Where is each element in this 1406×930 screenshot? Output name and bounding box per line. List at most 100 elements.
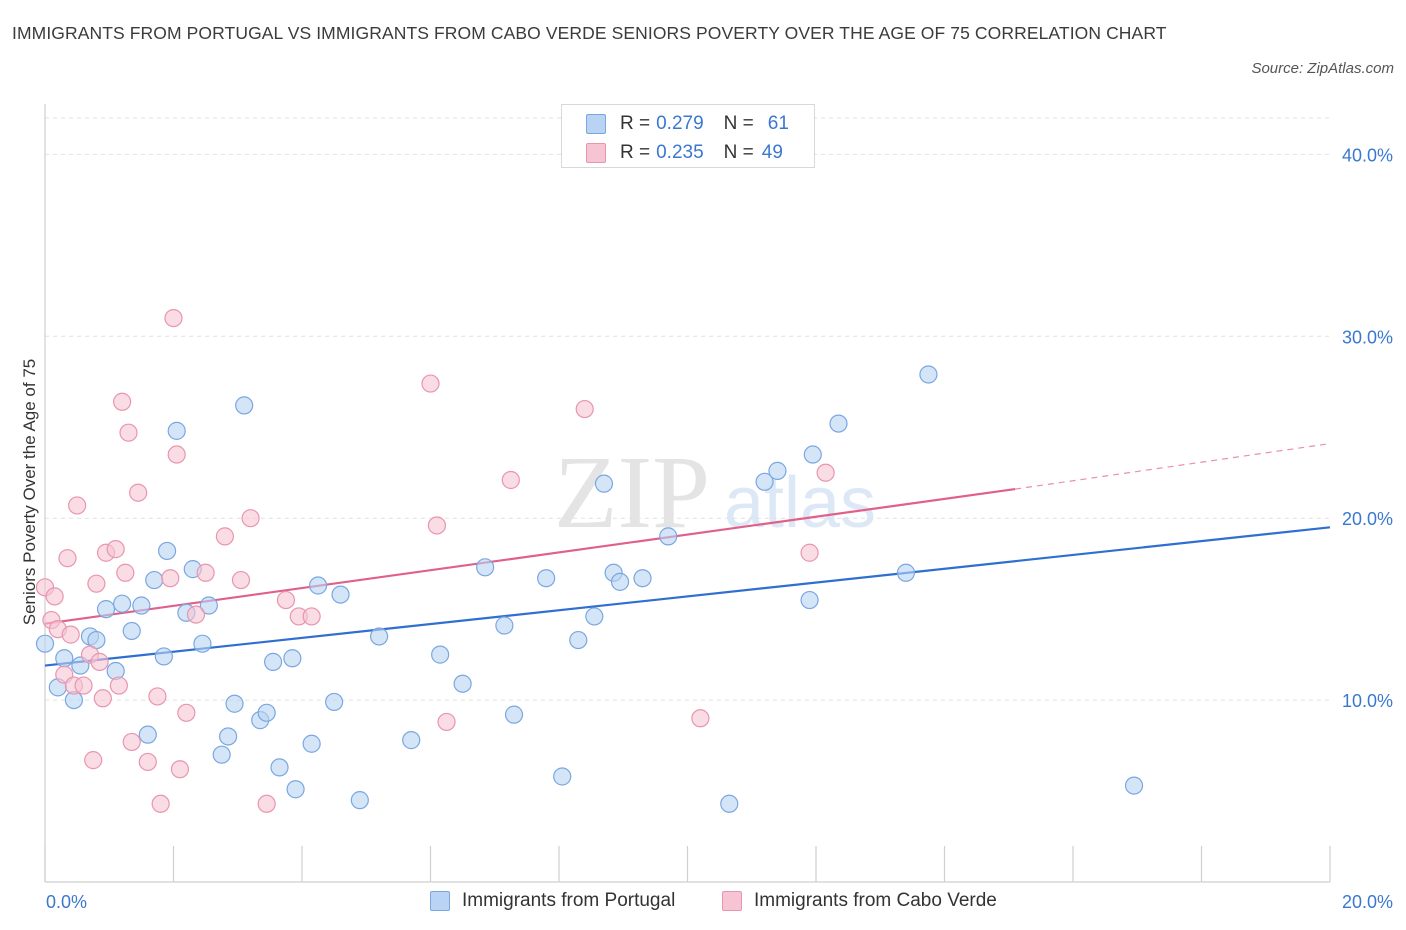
point-portugal [112,594,132,613]
legend-swatch-pink [586,143,606,163]
point-cabo-verde [161,569,180,588]
y-tick-label: 40.0% [1342,145,1393,165]
point-portugal [132,596,151,615]
point-portugal [495,616,514,635]
legend-r-value: 0.279 [656,113,704,134]
legend-swatch-blue [430,891,450,911]
point-cabo-verde [421,374,440,393]
trend-line-cabo-verde [44,487,1016,625]
point-cabo-verde [129,483,148,502]
point-cabo-verde [816,463,835,482]
point-portugal [302,734,321,753]
point-portugal [553,767,572,786]
point-portugal [122,621,141,641]
point-portugal [219,727,238,746]
point-portugal [257,703,276,722]
point-portugal [154,647,173,666]
y-tick-labels: 10.0% 20.0% 30.0% 40.0% [1342,145,1393,711]
point-portugal [270,758,289,777]
point-portugal [331,585,350,604]
point-cabo-verde [257,794,276,813]
series-legend: Immigrants from Portugal Immigrants from… [0,888,1406,916]
point-portugal [610,572,630,591]
point-portugal [720,794,739,813]
y-axis-label: Seniors Poverty Over the Age of 75 [20,359,39,625]
point-portugal [96,600,116,619]
point-portugal [325,692,344,712]
point-portugal [594,474,614,493]
trend-extension-cabo-verde [1015,443,1331,490]
legend-n-value: 49 [761,142,783,163]
y-tick-label: 10.0% [1342,691,1393,711]
legend-item-portugal: Immigrants from Portugal [430,890,675,912]
point-cabo-verde [575,399,594,419]
point-cabo-verde [122,732,141,752]
data-points [35,308,1144,813]
legend-label-portugal: Immigrants from Portugal [462,890,676,911]
point-cabo-verde [106,540,125,559]
chart-title: IMMIGRANTS FROM PORTUGAL VS IMMIGRANTS F… [12,23,1167,43]
point-portugal [350,791,369,810]
point-cabo-verde [427,516,447,535]
point-portugal [768,461,787,480]
point-portugal [504,705,524,724]
point-portugal [402,731,421,750]
point-portugal [431,645,450,664]
point-portugal [569,630,588,650]
point-portugal [225,694,244,713]
legend-r-label: R = [620,142,651,163]
correlation-legend: R = 0.279 N = 61 R = 0.235 N = 49 [561,104,815,168]
point-cabo-verde [167,445,186,464]
point-cabo-verde [691,709,710,728]
legend-item-cabo-verde: Immigrants from Cabo Verde [722,890,997,912]
point-portugal [283,649,302,668]
point-cabo-verde [186,605,206,624]
point-portugal [263,652,283,671]
point-portugal [585,607,604,626]
y-tick-label: 30.0% [1342,327,1393,347]
point-cabo-verde [68,496,87,515]
legend-r-label: R = [620,113,651,134]
watermark-zip: ZIP [554,435,710,550]
legend-row-cabo-verde: R = 0.235 N = 49 [586,138,783,168]
legend-swatch-pink [722,891,742,911]
point-cabo-verde [112,392,132,411]
legend-swatch-blue [586,114,606,134]
point-cabo-verde [276,590,296,610]
point-portugal [286,780,305,799]
trend-line-portugal [44,526,1331,667]
point-cabo-verde [58,549,77,568]
point-portugal [633,569,652,588]
legend-n-label: N = [723,113,754,134]
point-portugal [167,421,186,440]
point-cabo-verde [196,563,215,582]
point-portugal [659,527,678,546]
point-portugal [235,396,254,415]
point-cabo-verde [215,527,234,546]
point-cabo-verde [87,574,106,593]
point-cabo-verde [437,712,456,732]
point-cabo-verde [93,689,112,708]
legend-label-cabo-verde: Immigrants from Cabo Verde [754,890,997,911]
watermark-atlas: atlas [724,463,876,543]
point-cabo-verde [151,794,170,813]
point-portugal [803,445,822,464]
point-cabo-verde [109,676,128,695]
point-portugal [919,365,938,384]
point-portugal [829,414,848,433]
point-portugal [755,472,774,491]
legend-n-value: 61 [767,113,789,134]
point-portugal [800,590,819,610]
point-cabo-verde [119,423,138,442]
point-cabo-verde [302,607,321,626]
point-portugal [370,627,389,646]
point-cabo-verde [800,543,819,562]
point-cabo-verde [501,470,520,490]
legend-r-value: 0.235 [656,142,704,163]
point-portugal [193,634,212,653]
x-tick-label: 0.0% [46,892,87,912]
point-portugal [157,541,177,561]
legend-n-label: N = [723,142,754,163]
y-tick-label: 20.0% [1342,509,1393,529]
